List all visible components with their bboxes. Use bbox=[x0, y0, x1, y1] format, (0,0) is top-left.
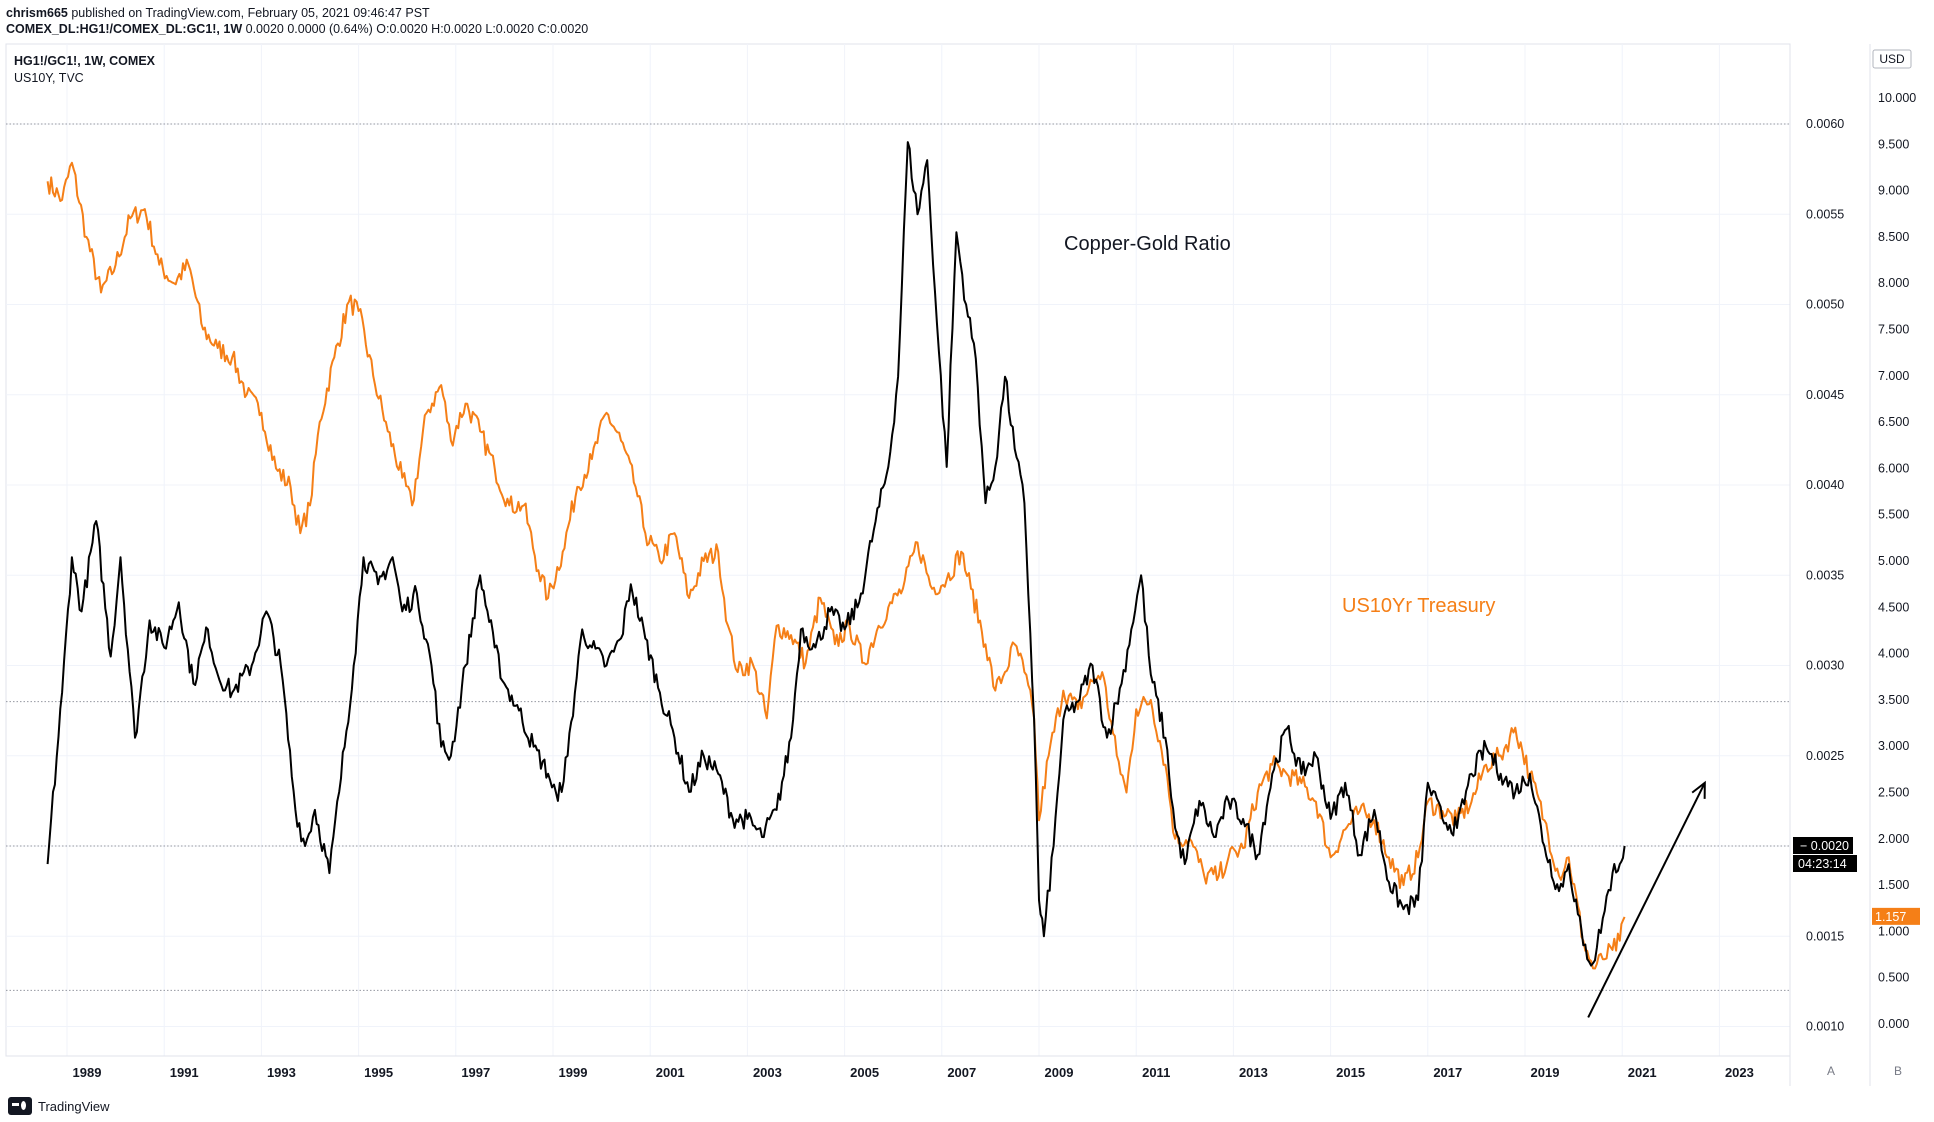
us10yr-line[interactable] bbox=[46, 161, 1626, 970]
auto-scale-button[interactable]: A bbox=[1827, 1064, 1835, 1078]
brand-name: TradingView bbox=[38, 1098, 110, 1114]
symbol-line: COMEX_DL:HG1!/COMEX_DL:GC1!, 1W 0.0020 0… bbox=[6, 22, 588, 36]
plot-frame bbox=[5, 43, 1791, 1057]
chart-grid bbox=[5, 43, 1791, 1057]
author-name[interactable]: chrism665 bbox=[6, 6, 68, 20]
x-tick-label: 2003 bbox=[753, 1065, 782, 1080]
axes-layer: 1989 1991 1993 1995 1997 1999 2001 2003 2005 2007… bbox=[6, 44, 1920, 1086]
x-tick-label: 2013 bbox=[1239, 1065, 1268, 1080]
x-tick-label: 2009 bbox=[1045, 1065, 1074, 1080]
bar-countdown-label bbox=[1793, 855, 1857, 872]
horizontal-levels bbox=[6, 123, 1790, 991]
y-right-tick-label: 10.000 bbox=[1878, 91, 1916, 105]
y-right-tick-label: 4.000 bbox=[1878, 647, 1909, 661]
x-tick-label: 2015 bbox=[1336, 1065, 1365, 1080]
y-right-tick-label: 8.500 bbox=[1878, 230, 1909, 244]
y-right-tick-label: 6.000 bbox=[1878, 461, 1909, 475]
x-tick-label: 1993 bbox=[267, 1065, 296, 1080]
y-left-tick-label: 0.0045 bbox=[1806, 388, 1844, 402]
x-tick-label: 2007 bbox=[947, 1065, 976, 1080]
tradingview-logo-icon bbox=[8, 1097, 32, 1115]
annotation-layer: Copper-Gold Ratio US10Yr Treasury bbox=[1064, 233, 1706, 1018]
y-right-tick-label: 7.500 bbox=[1878, 323, 1909, 337]
currency-label: USD bbox=[1879, 52, 1905, 66]
y-right-tick-label: 1.000 bbox=[1878, 924, 1909, 938]
last-yield-value: 1.157 bbox=[1875, 910, 1906, 924]
currency-button[interactable] bbox=[1872, 49, 1912, 69]
symbol-name[interactable]: COMEX_DL:HG1!/COMEX_DL:GC1!, 1W bbox=[6, 22, 243, 36]
copper-gold-line[interactable] bbox=[46, 141, 1626, 967]
copper-gold-annotation[interactable]: Copper-Gold Ratio bbox=[1064, 233, 1231, 255]
publish-info: published on TradingView.com, February 0… bbox=[67, 6, 430, 20]
x-tick-label: 2023 bbox=[1725, 1065, 1754, 1080]
y-left-tick-label: 0.0055 bbox=[1806, 207, 1844, 221]
x-tick-label: 2019 bbox=[1531, 1065, 1560, 1080]
x-tick-label: 1989 bbox=[73, 1065, 102, 1080]
publish-line: chrism665 published on TradingView.com, … bbox=[6, 6, 430, 20]
y-left-tick-label: 0.0035 bbox=[1806, 568, 1844, 582]
x-tick-label: 1991 bbox=[170, 1065, 199, 1080]
x-tick-label: 2017 bbox=[1433, 1065, 1462, 1080]
y-right-tick-label: 0.500 bbox=[1878, 971, 1909, 985]
x-tick-label: 1995 bbox=[364, 1065, 393, 1080]
trend-arrow[interactable] bbox=[1587, 782, 1706, 1018]
x-tick-label: 1999 bbox=[559, 1065, 588, 1080]
x-tick-label: 2021 bbox=[1628, 1065, 1657, 1080]
y-right-tick-label: 0.000 bbox=[1878, 1017, 1909, 1031]
y-right-tick-label: 3.000 bbox=[1878, 739, 1909, 753]
y-right-tick-label: 9.500 bbox=[1878, 137, 1909, 151]
y-right-tick-label: 1.500 bbox=[1878, 878, 1909, 892]
y-left-tick-label: 0.0015 bbox=[1806, 929, 1844, 943]
x-tick-label: 2005 bbox=[850, 1065, 879, 1080]
trend-arrow-head bbox=[1691, 780, 1706, 799]
y-right-tick-label: 6.500 bbox=[1878, 415, 1909, 429]
us10yr-annotation[interactable]: US10Yr Treasury bbox=[1342, 595, 1495, 617]
last-ratio-value: − 0.0020 bbox=[1800, 839, 1849, 853]
y-left-tick-label: 0.0030 bbox=[1806, 659, 1844, 673]
y-right-tick-label: 2.000 bbox=[1878, 832, 1909, 846]
x-tick-label: 2001 bbox=[656, 1065, 685, 1080]
main-series-legend[interactable]: HG1!/GC1!, 1W, COMEX bbox=[14, 54, 155, 68]
tradingview-logo[interactable]: TradingView bbox=[8, 1097, 110, 1115]
y-left-tick-label: 0.0050 bbox=[1806, 298, 1844, 312]
y-right-tick-label: 8.000 bbox=[1878, 276, 1909, 290]
chart-header: chrism665 published on TradingView.com, … bbox=[0, 0, 1934, 42]
y-left-tick-label: 0.0010 bbox=[1806, 1020, 1844, 1034]
y-right-tick-label: 5.000 bbox=[1878, 554, 1909, 568]
x-tick-label: 1997 bbox=[461, 1065, 490, 1080]
ohlc-values: 0.0020 0.0000 (0.64%) O:0.0020 H:0.0020 … bbox=[242, 22, 589, 36]
y-right-tick-label: 3.500 bbox=[1878, 693, 1909, 707]
y-right-tick-label: 2.500 bbox=[1878, 786, 1909, 800]
y-right-tick-label: 4.500 bbox=[1878, 600, 1909, 614]
scale-mode-button[interactable]: B bbox=[1894, 1064, 1902, 1078]
y-left-tick-label: 0.0025 bbox=[1806, 749, 1844, 763]
last-ratio-label bbox=[1793, 837, 1853, 854]
x-tick-label: 2011 bbox=[1142, 1065, 1170, 1080]
series-layer bbox=[46, 141, 1626, 970]
overlay-series-legend[interactable]: US10Y, TVC bbox=[14, 71, 84, 85]
y-right-tick-label: 9.000 bbox=[1878, 184, 1909, 198]
last-yield-label bbox=[1872, 907, 1920, 925]
y-right-tick-label: 5.500 bbox=[1878, 508, 1909, 522]
y-left-tick-label: 0.0060 bbox=[1806, 117, 1844, 131]
y-right-tick-label: 7.000 bbox=[1878, 369, 1909, 383]
bar-countdown-value: 04:23:14 bbox=[1798, 857, 1847, 871]
y-left-tick-label: 0.0040 bbox=[1806, 478, 1844, 492]
